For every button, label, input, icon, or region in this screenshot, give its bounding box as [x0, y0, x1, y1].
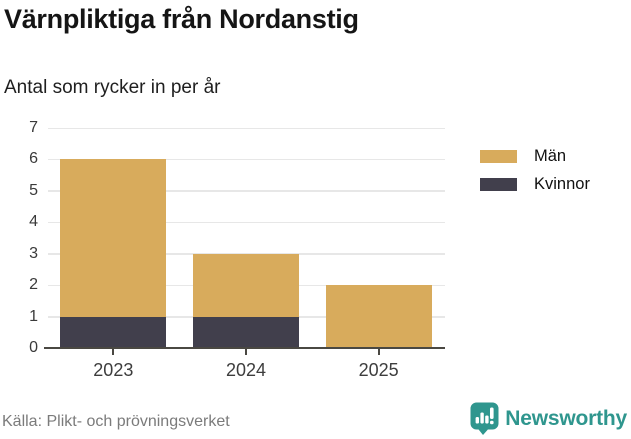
brand-name: Newsworthy — [505, 407, 627, 430]
x-axis-line — [44, 346, 445, 349]
bar-chart-speech-bubble-icon — [470, 402, 499, 435]
legend-swatch — [480, 177, 517, 191]
plot-area: 0 1 2 3 4 5 6 7 2023 2024 2025 — [29, 120, 445, 380]
legend-swatch — [480, 149, 517, 163]
legend: Män Kvinnor — [480, 147, 590, 203]
gridline — [48, 190, 445, 192]
gridline — [48, 158, 445, 161]
x-tick — [112, 349, 115, 355]
x-tick — [377, 349, 380, 355]
y-tick-label: 2 — [29, 276, 38, 294]
chart-subtitle: Antal som rycker in per år — [4, 77, 221, 98]
x-tick — [245, 349, 247, 355]
x-tick-label: 2023 — [93, 360, 134, 380]
brand-link[interactable]: Newsworthy — [470, 402, 627, 436]
chart-title: Värnpliktiga från Nordanstig — [4, 4, 359, 34]
y-tick-label: 0 — [29, 339, 38, 356]
y-tick-label: 4 — [29, 213, 38, 231]
source-note: Källa: Plikt- och prövningsverket — [2, 413, 230, 430]
bar-segment-män-2025 — [325, 285, 432, 348]
y-tick-label: 5 — [29, 181, 38, 199]
bar-segment-män-2024 — [193, 253, 299, 317]
y-tick-label: 7 — [29, 119, 38, 136]
bar-segment-kvinnor-2023 — [60, 316, 167, 348]
y-tick-label: 3 — [29, 244, 38, 262]
gridline — [48, 127, 445, 129]
legend-item-män: Män — [480, 147, 590, 165]
legend-label: Kvinnor — [534, 174, 590, 193]
gridline — [48, 221, 445, 224]
legend-label: Män — [534, 146, 567, 165]
y-tick-label: 6 — [29, 150, 38, 168]
x-tick-label: 2025 — [358, 360, 399, 380]
bar-segment-män-2023 — [60, 159, 167, 317]
bar-segment-kvinnor-2024 — [193, 316, 299, 348]
x-tick-label: 2024 — [225, 360, 266, 380]
y-tick-label: 1 — [29, 307, 38, 325]
legend-item-kvinnor: Kvinnor — [480, 175, 590, 193]
